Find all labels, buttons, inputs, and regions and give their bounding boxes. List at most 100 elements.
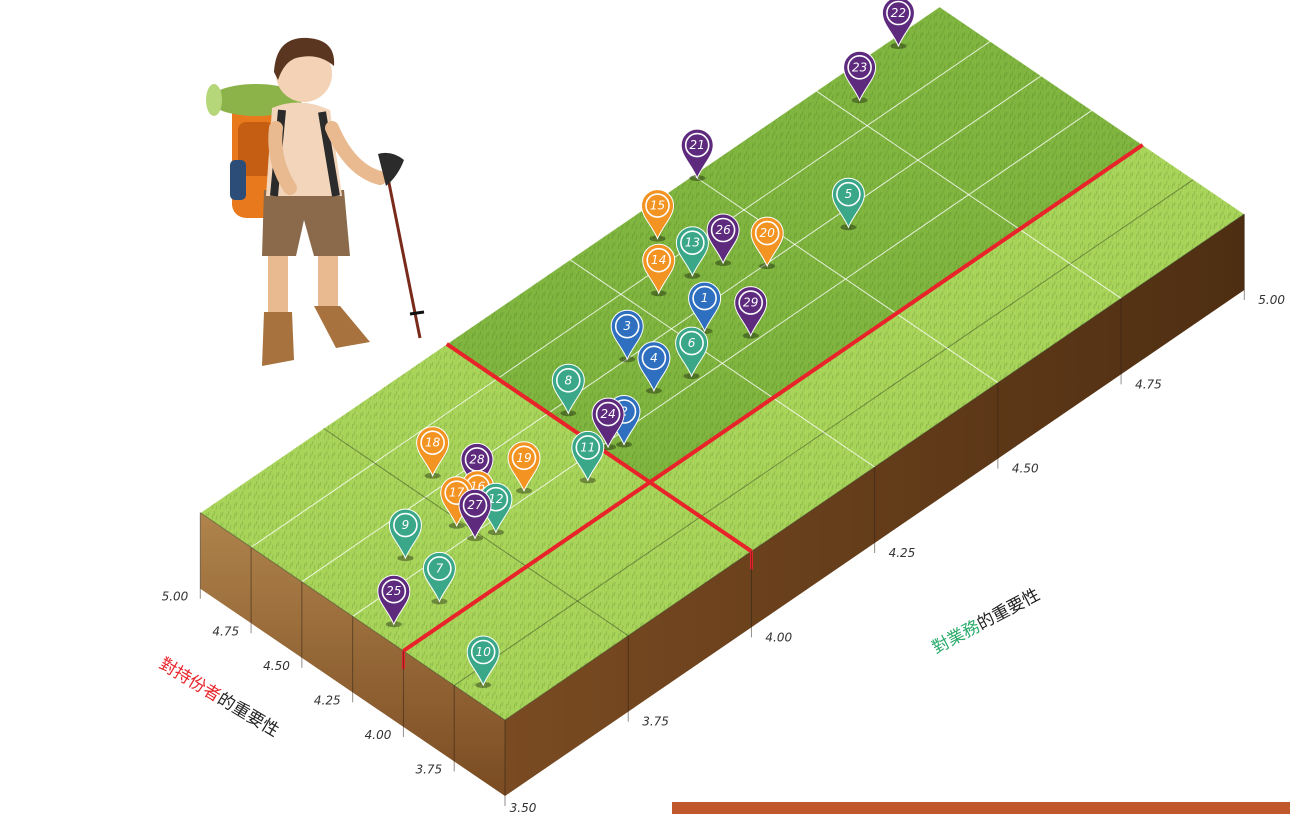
pin-label: 26 (715, 223, 731, 237)
map-pin-icon (706, 213, 740, 265)
pin-ring (614, 313, 640, 339)
x-axis-title-highlight: 對持份者 (155, 654, 224, 706)
y-tick-label: 3.75 (642, 715, 669, 729)
grid-line-y (939, 6, 1245, 215)
data-pin: 19 (507, 441, 541, 494)
data-pin: 10 (466, 635, 500, 688)
x-axis-title-rest: 的重要性 (214, 689, 283, 741)
pin-ring (641, 345, 667, 371)
data-pin: 22 (881, 0, 915, 49)
y-axis-ticks: 3.75 4.00 4.25 4.50 4.75 5.00 (627, 214, 1285, 729)
data-pin: 17 (440, 476, 474, 529)
x-tick-label: 4.25 (314, 693, 341, 707)
footer-bar (672, 802, 1290, 814)
pin-label: 27 (467, 498, 483, 512)
pin-label: 11 (580, 440, 595, 454)
data-pin: 29 (734, 286, 768, 339)
pin-label: 12 (488, 492, 503, 506)
data-pin: 13 (675, 226, 709, 279)
map-pin-icon (591, 397, 625, 449)
map-pin-icon (675, 326, 709, 378)
y-tick-label: 4.00 (765, 630, 792, 644)
pin-label: 17 (449, 486, 465, 500)
map-pin-icon (750, 216, 784, 268)
data-pins: 2223215152620131412936482241811192816171… (377, 0, 915, 688)
map-pin-icon (422, 551, 456, 603)
pin-label: 6 (688, 336, 696, 350)
pin-label: 4 (650, 351, 658, 365)
data-pin: 15 (640, 189, 675, 242)
pin-ring (555, 367, 581, 393)
pin-ring (381, 578, 407, 604)
data-pin: 26 (706, 213, 740, 266)
map-pin-icon (680, 128, 714, 180)
x-tick-label: 4.75 (212, 624, 239, 638)
y-axis-title-rest: 的重要性 (974, 585, 1043, 635)
pin-ring (646, 247, 672, 273)
pin-ring (427, 556, 452, 581)
pin-ring (754, 220, 780, 246)
x-tick-label: 4.00 (365, 728, 392, 742)
pin-ring (847, 55, 872, 80)
pin-label: 23 (852, 60, 867, 74)
threshold-line-x (402, 143, 1144, 653)
x-tick-label: 3.75 (415, 763, 442, 777)
pin-label: 25 (386, 584, 401, 598)
map-pin-icon (637, 341, 671, 393)
grid-line-y (692, 174, 999, 384)
map-pin-icon (831, 177, 865, 229)
data-pin: 18 (416, 426, 450, 479)
pin-label: 14 (651, 253, 666, 267)
map-pin-icon (642, 243, 676, 295)
pin-label: 7 (436, 561, 444, 575)
map-pin-icon (466, 635, 500, 687)
pin-label: 19 (516, 451, 531, 465)
data-pin: 9 (388, 508, 422, 562)
pin-ring (393, 512, 418, 538)
pin-label: 29 (743, 296, 758, 310)
data-pin: 4 (637, 341, 671, 394)
data-pin: 25 (377, 574, 411, 628)
map-pin-icon (388, 508, 422, 560)
origin-tick-label: 3.50 (510, 801, 537, 814)
data-pin: 6 (675, 326, 709, 380)
map-pin-icon (610, 309, 644, 361)
map-pin-icon (507, 441, 541, 493)
y-tick-label: 4.75 (1135, 377, 1162, 391)
data-pin: 14 (642, 243, 676, 297)
map-pin-icon (640, 189, 675, 240)
pin-label: 18 (425, 436, 441, 450)
map-pin-icon (377, 574, 411, 626)
pin-ring (595, 401, 621, 427)
pin-ring (738, 290, 764, 315)
pin-label: 22 (891, 6, 906, 20)
map-pin-icon (551, 363, 585, 415)
map-pin-icon (571, 430, 605, 482)
pin-ring (462, 492, 488, 518)
ground-slab (200, 6, 1245, 796)
map-pin-icon (458, 488, 492, 540)
data-pin: 27 (458, 488, 492, 542)
pin-label: 13 (685, 236, 700, 250)
y-axis-title-highlight: 對業務 (929, 617, 983, 659)
data-pin: 11 (571, 430, 605, 484)
map-pin-icon (881, 0, 915, 48)
y-tick-label: 4.50 (1012, 462, 1039, 476)
pin-label: 21 (690, 138, 705, 152)
pin-ring (645, 193, 670, 218)
map-pin-icon (460, 442, 494, 494)
x-tick-label: 5.00 (162, 590, 189, 604)
y-tick-label: 5.00 (1258, 293, 1285, 307)
data-pin: 8 (551, 363, 585, 417)
pin-label: 5 (845, 187, 853, 201)
pin-label: 28 (469, 452, 485, 466)
grid-line-y (816, 90, 1122, 299)
pin-ring (886, 0, 911, 26)
x-tick-label: 4.50 (263, 659, 290, 673)
pin-label: 24 (600, 407, 615, 421)
y-tick-label: 4.25 (889, 546, 916, 560)
svg-text:對業務的重要性: 對業務的重要性 (929, 585, 1043, 659)
pin-ring (420, 430, 445, 456)
data-pin: 7 (422, 551, 456, 605)
